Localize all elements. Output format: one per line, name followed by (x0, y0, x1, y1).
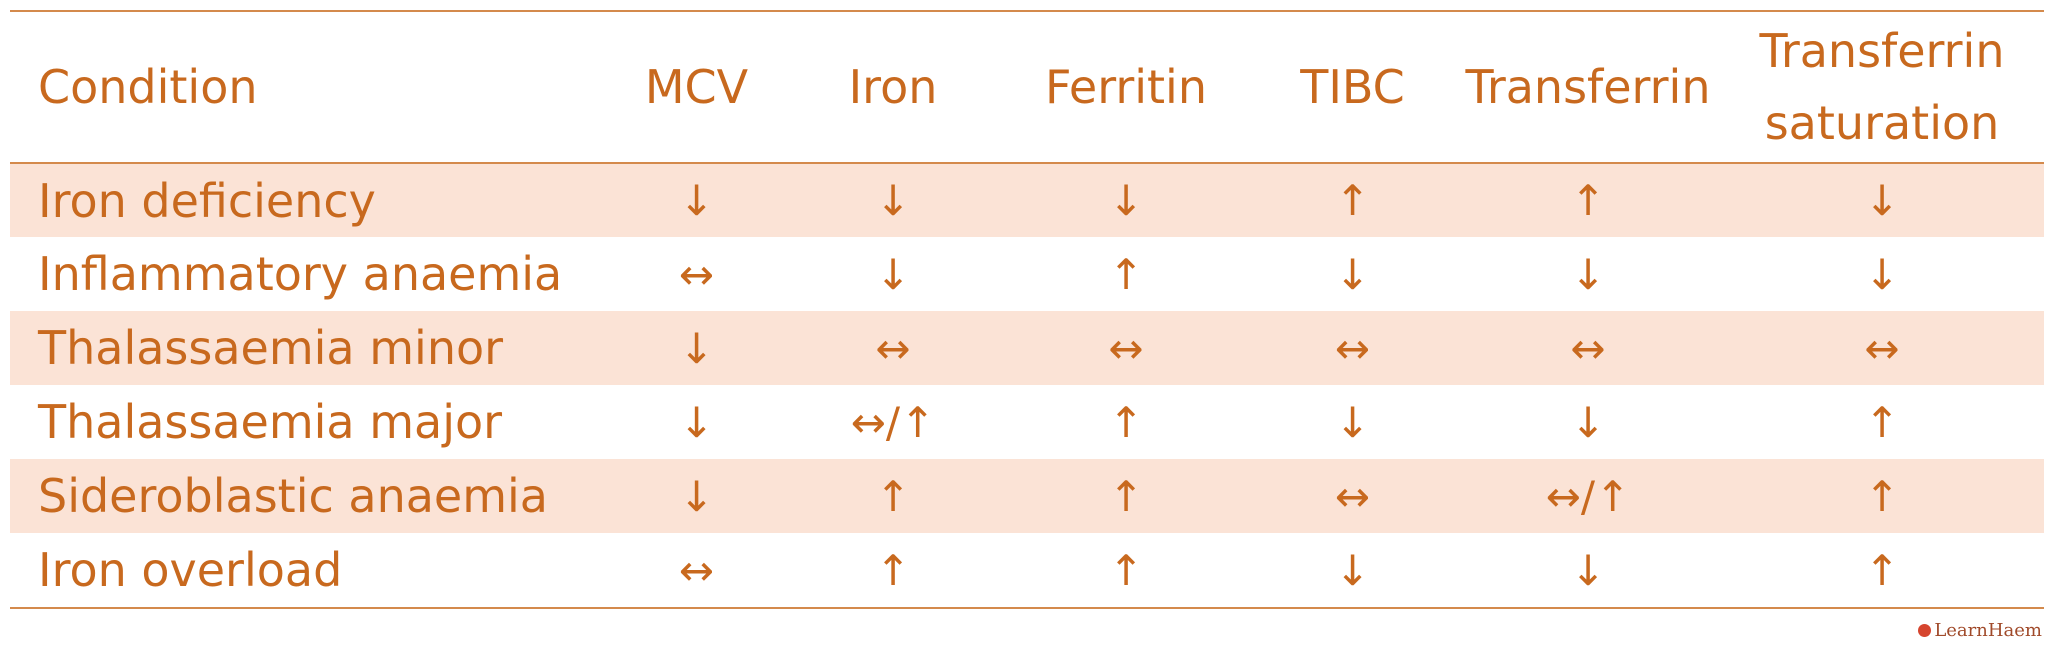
value-cell: ↓ (1570, 249, 1606, 299)
condition-cell: Iron deficiency (38, 173, 376, 228)
value-cell: ↓ (678, 397, 715, 447)
table-row: Inflammatory anaemia ↔ ↓ ↑ ↓ ↓ ↓ (10, 237, 2044, 311)
table-row: Thalassaemia minor ↓ ↔ ↔ ↔ ↔ ↔ (10, 311, 2044, 385)
value-cell: ↔ (1334, 471, 1371, 521)
value-cell: ↔ (678, 249, 715, 299)
value-cell: ↑ (1108, 471, 1144, 521)
value-cell: ↔ (1864, 323, 1900, 373)
header-ferritin: Ferritin (1044, 60, 1207, 114)
condition-cell: Thalassaemia major (38, 395, 503, 449)
value-cell: ↓ (1334, 545, 1371, 595)
value-cell: ↓ (1570, 397, 1606, 447)
value-cell: ↓ (678, 323, 715, 373)
iron-studies-table: Condition MCV Iron Ferritin TIBC Transfe… (10, 12, 2044, 607)
value-cell: ↑ (1864, 545, 1900, 595)
value-cell: ↔/↑ (850, 397, 936, 447)
value-cell: ↑ (1570, 176, 1606, 225)
value-cell: ↓ (1108, 176, 1144, 225)
value-cell: ↓ (875, 249, 911, 299)
header-mcv: MCV (644, 60, 749, 114)
condition-cell: Iron overload (38, 543, 343, 597)
value-cell: ↓ (678, 176, 715, 225)
value-cell: ↓ (1864, 249, 1900, 299)
condition-cell: Thalassaemia minor (38, 321, 504, 375)
header-condition: Condition (38, 60, 258, 114)
header-row: Condition MCV Iron Ferritin TIBC Transfe… (10, 12, 2044, 163)
comparison-table: Condition MCV Iron Ferritin TIBC Transfe… (10, 10, 2044, 609)
value-cell: ↓ (1864, 176, 1900, 225)
watermark-label: LearnHaem (1934, 620, 2042, 641)
value-cell: ↔/↑ (1545, 471, 1631, 521)
learnhaem-watermark: LearnHaem (1918, 620, 2042, 641)
value-cell: ↔ (1570, 323, 1606, 373)
learnhaem-logo-icon (1918, 624, 1932, 637)
value-cell: ↑ (1108, 397, 1144, 447)
table-row: Sideroblastic anaemia ↓ ↑ ↑ ↔ ↔/↑ ↑ (10, 459, 2044, 533)
table-row: Iron deficiency ↓ ↓ ↓ ↑ ↑ ↓ (10, 163, 2044, 237)
value-cell: ↓ (1570, 545, 1606, 595)
value-cell: ↓ (875, 176, 911, 225)
value-cell: ↑ (1108, 249, 1144, 299)
value-cell: ↔ (678, 545, 715, 595)
header-tibc: TIBC (1300, 60, 1405, 114)
table-row: Iron overload ↔ ↑ ↑ ↓ ↓ ↑ (10, 533, 2044, 607)
value-cell: ↑ (1864, 471, 1900, 521)
value-cell: ↔ (1334, 323, 1371, 373)
value-cell: ↑ (1108, 545, 1144, 595)
value-cell: ↔ (1108, 323, 1144, 373)
value-cell: ↑ (1334, 176, 1371, 225)
header-transferrin: Transferrin (1465, 60, 1711, 114)
value-cell: ↑ (1864, 397, 1900, 447)
value-cell: ↓ (1334, 397, 1371, 447)
value-cell: ↓ (678, 471, 715, 521)
condition-cell: Sideroblastic anaemia (38, 469, 548, 523)
header-iron: Iron (848, 60, 938, 114)
value-cell: ↑ (875, 545, 911, 595)
value-cell: ↔ (875, 323, 911, 373)
condition-cell: Inflammatory anaemia (38, 247, 563, 301)
table-row: Thalassaemia major ↓ ↔/↑ ↑ ↓ ↓ ↑ (10, 385, 2044, 459)
value-cell: ↑ (875, 471, 911, 521)
header-transferrin-saturation: Transferrin saturation (1759, 24, 2005, 150)
value-cell: ↓ (1334, 249, 1371, 299)
